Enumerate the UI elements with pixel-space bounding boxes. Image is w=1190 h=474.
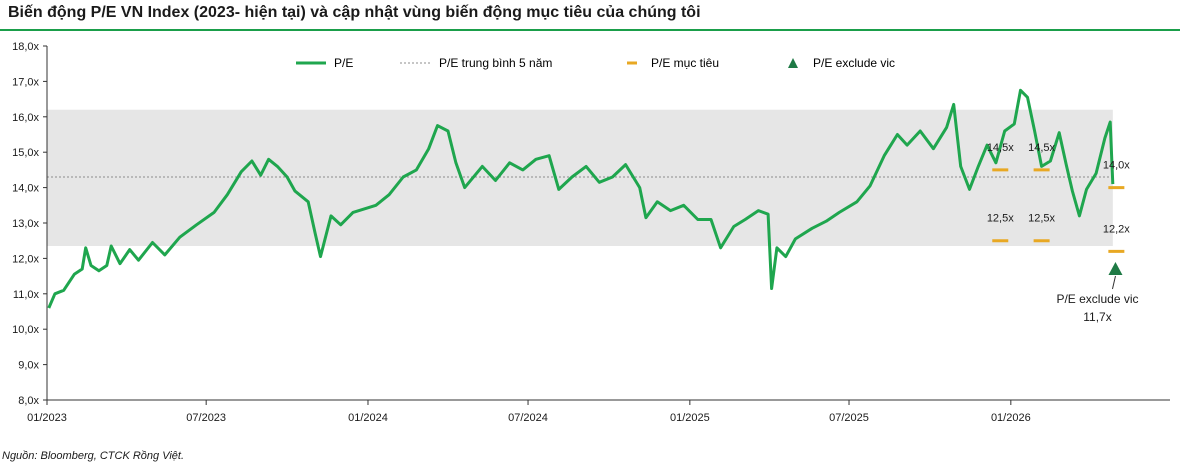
- source-note: Nguồn: Bloomberg, CTCK Rồng Việt.: [2, 450, 184, 462]
- target-markers: 14,5x 14,5x 12,5x 12,5x 14,0x 12,2x: [987, 142, 1130, 253]
- target-label: 12,5x: [987, 213, 1014, 225]
- pe-series-line: [47, 88, 1115, 309]
- target-label: 12,2x: [1103, 223, 1130, 235]
- x-tick-label: 01/2025: [670, 412, 710, 424]
- x-tick-label: 01/2024: [348, 412, 388, 424]
- x-ticks: 01/2023 07/2023 01/2024 07/2024 01/2025 07/20…: [27, 400, 1031, 424]
- x-tick-label: 07/2025: [829, 412, 869, 424]
- exclude-vic-leader: [1111, 275, 1116, 290]
- y-tick-label: 12,0x: [12, 253, 39, 265]
- x-tick-label: 07/2023: [186, 412, 226, 424]
- chart-title: Biến động P/E VN Index (2023- hiện tại) …: [8, 4, 701, 21]
- target-label: 12,5x: [1028, 213, 1055, 225]
- y-tick-label: 8,0x: [18, 395, 39, 407]
- y-tick-label: 15,0x: [12, 147, 39, 159]
- y-tick-label: 17,0x: [12, 76, 39, 88]
- y-tick-label: 10,0x: [12, 324, 39, 336]
- y-ticks: 8,0x 9,0x 10,0x 11,0x 12,0x 13,0x 14,0x 15,0x 16…: [12, 41, 47, 407]
- target-label: 14,0x: [1103, 160, 1130, 172]
- exclude-vic-marker: P/E exclude vic 11,7x: [1056, 262, 1139, 324]
- legend-triangle-icon: [788, 58, 798, 68]
- y-tick-label: 9,0x: [18, 360, 39, 372]
- exclude-vic-triangle: [1108, 262, 1123, 276]
- x-tick-label: 07/2024: [508, 412, 548, 424]
- x-tick-label: 01/2026: [991, 412, 1031, 424]
- y-tick-label: 18,0x: [12, 41, 39, 53]
- x-tick-label: 01/2023: [27, 412, 67, 424]
- y-tick-label: 11,0x: [13, 289, 40, 301]
- legend-pe-label: P/E: [334, 56, 353, 70]
- exclude-vic-label: P/E exclude vic: [1056, 292, 1138, 306]
- y-tick-label: 16,0x: [12, 112, 39, 124]
- target-label: 14,5x: [1028, 142, 1055, 154]
- legend-excl-label: P/E exclude vic: [813, 56, 895, 70]
- target-band: [47, 109, 1113, 247]
- y-tick-label: 13,0x: [12, 218, 39, 230]
- title-rule: [0, 29, 1180, 31]
- legend-target-label: P/E mục tiêu: [651, 56, 719, 70]
- legend-avg-label: P/E trung bình 5 năm: [439, 56, 552, 70]
- exclude-vic-value: 11,7x: [1083, 310, 1111, 324]
- legend: P/E P/E trung bình 5 năm P/E mục tiêu P/…: [296, 56, 895, 70]
- target-label: 14,5x: [987, 142, 1014, 154]
- y-tick-label: 14,0x: [12, 183, 39, 195]
